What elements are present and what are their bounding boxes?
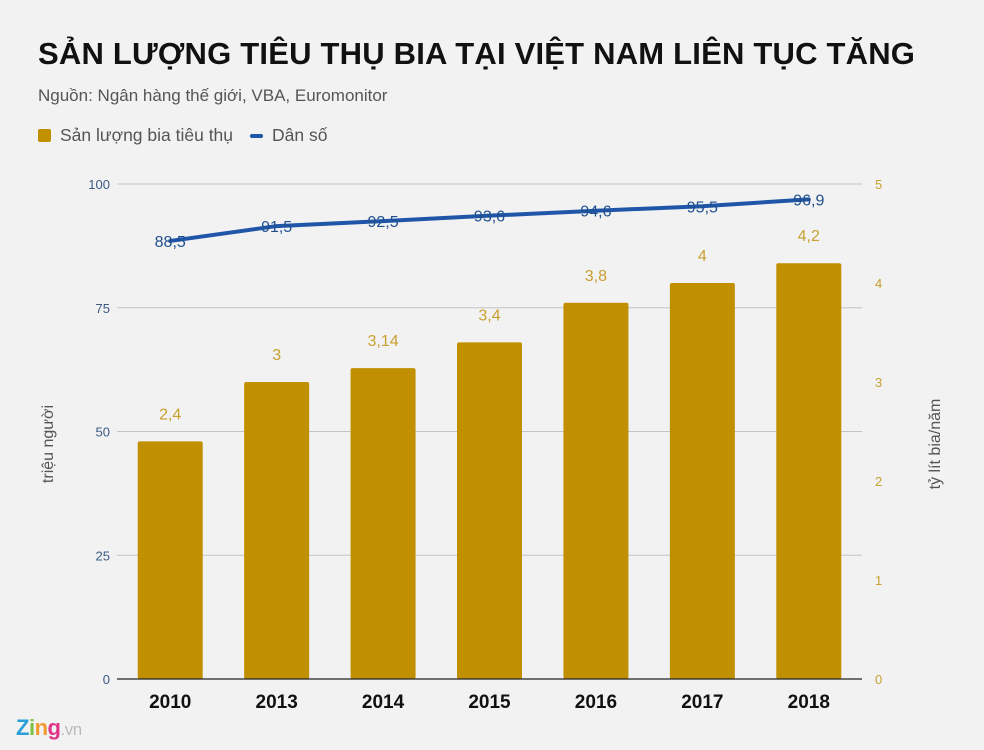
y-right-tick: 2 [875, 474, 882, 489]
bar-2015 [457, 342, 522, 679]
y-right-tick: 5 [875, 177, 882, 192]
y-left-tick: 50 [96, 425, 110, 440]
line-value-label: 95,5 [687, 199, 718, 216]
line-value-label: 88,5 [155, 234, 186, 251]
y-left-tick: 25 [96, 548, 110, 563]
bar-value-label: 3 [272, 347, 281, 364]
legend-bar-swatch-icon [38, 129, 51, 142]
chart-title: SẢN LƯỢNG TIÊU THỤ BIA TẠI VIỆT NAM LIÊN… [38, 36, 916, 71]
x-tick-2016: 2016 [575, 692, 617, 713]
bar-value-label: 4,2 [798, 228, 820, 245]
y-right-tick: 3 [875, 375, 882, 390]
bar-value-label: 3,8 [585, 268, 607, 285]
bar-2010 [137, 441, 203, 679]
line-value-label: 91,5 [261, 219, 292, 236]
bar-2017 [669, 283, 735, 679]
x-tick-2013: 2013 [256, 692, 298, 713]
legend-line-label: Dân số [272, 125, 328, 145]
y-left-tick: 75 [96, 301, 110, 316]
x-tick-2017: 2017 [681, 692, 723, 713]
y-right-tick: 4 [875, 276, 882, 291]
line-value-label: 94,6 [580, 204, 611, 221]
legend-bar-label: Sản lượng bia tiêu thụ [60, 125, 234, 145]
population-line [168, 197, 811, 243]
legend-line-swatch-icon [250, 133, 264, 138]
zing-logo: Zing.vn [16, 715, 82, 740]
line-value-label: 96,9 [793, 192, 824, 209]
x-tick-2010: 2010 [149, 692, 191, 713]
y-left-tick: 0 [103, 672, 110, 687]
bar-value-label: 3,14 [368, 333, 399, 350]
chart-source: Nguồn: Ngân hàng thế giới, VBA, Euromoni… [38, 86, 388, 105]
line-value-label: 92,5 [368, 214, 399, 231]
bar-2013 [244, 382, 310, 679]
bar-2016 [563, 302, 629, 679]
x-tick-2018: 2018 [788, 692, 830, 713]
chart-legend: Sản lượng bia tiêu thụ Dân số [38, 125, 327, 146]
x-tick-2014: 2014 [362, 692, 405, 713]
bar-value-label: 4 [698, 248, 707, 265]
bar-value-label: 3,4 [478, 307, 500, 324]
bar-value-label: 2,4 [159, 406, 181, 423]
y-right-tick: 1 [875, 573, 882, 588]
x-tick-2015: 2015 [468, 692, 511, 713]
y-left-tick: 100 [88, 177, 110, 192]
y-right-tick: 0 [875, 672, 882, 687]
bar-2018 [776, 263, 842, 679]
line-value-label: 93,6 [474, 209, 505, 226]
bar-2014 [350, 368, 416, 679]
